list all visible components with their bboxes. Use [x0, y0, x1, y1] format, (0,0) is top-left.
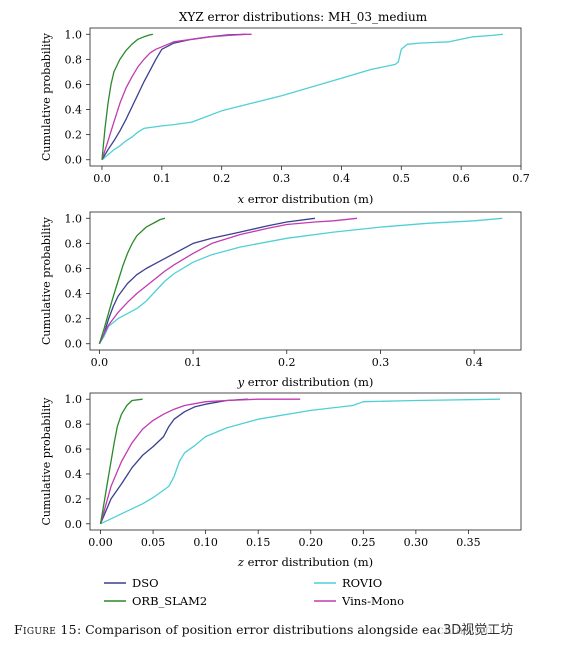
x-tick-label: 0.3 [372, 356, 390, 369]
y-tick-label: 0.2 [65, 313, 83, 326]
caption-text: : Comparison of position error distribut… [76, 622, 493, 637]
plot-frame [89, 27, 522, 167]
x-tick-label: 0.2 [278, 356, 296, 369]
x-tick-label: 0.25 [351, 536, 376, 549]
series-line-orb-slam2 [98, 217, 166, 344]
x-axis-label: y error distribution (m) [237, 375, 374, 389]
x-tick-label: 0.4 [465, 356, 483, 369]
y-tick-label: 0.4 [65, 104, 83, 117]
x-axis-text: error distribution (m) [244, 192, 373, 206]
x-tick-label: 0.7 [512, 172, 530, 185]
y-tick-label: 0.6 [65, 443, 83, 456]
x-axis-text: error distribution (m) [244, 555, 373, 569]
x-tick-label: 0.2 [213, 172, 231, 185]
x-tick-label: 0.15 [246, 536, 271, 549]
legend-label-rovio: ROVIO [342, 576, 382, 590]
panel-z: 0.0 0.2 0.4 0.6 0.8 1.0 0.00 0.05 0.10 0.15 0.20 0.… [40, 392, 522, 569]
series-line-rovio [98, 217, 503, 345]
y-tick-label: 0.8 [65, 237, 83, 250]
x-tick-label: 0.30 [404, 536, 429, 549]
x-axis-variable: y [237, 375, 245, 389]
x-tick-label: 0.0 [93, 172, 111, 185]
figure-caption: Figure 15: Comparison of position error … [14, 622, 554, 637]
y-tick-label: 0.0 [65, 154, 83, 167]
panel-y: 0.0 0.2 0.4 0.6 0.8 1.0 0.0 0.1 0.2 0.3 0.4 Cumulat… [40, 211, 522, 389]
plot-frame [89, 211, 522, 351]
x-axis-label: z error distribution (m) [237, 555, 373, 569]
plot-frame [89, 392, 522, 531]
x-tick-label: 0.20 [299, 536, 324, 549]
y-axis-label: Cumulative probability [40, 32, 53, 161]
watermark: 3D视觉工坊 [440, 618, 517, 639]
series-line-dso [99, 398, 248, 525]
chart-svg: XYZ error distributions: MH_03_medium 0.… [40, 10, 530, 608]
panel-x: 0.0 0.2 0.4 0.6 0.8 1.0 0.0 0.1 0.2 0.3 0.4 0.5 0.6 0… [40, 27, 530, 206]
y-tick-label: 1.0 [65, 212, 83, 225]
x-tick-label: 0.6 [452, 172, 470, 185]
x-tick-label: 0.3 [273, 172, 291, 185]
y-tick-label: 0.4 [65, 468, 83, 481]
legend: DSO ROVIO ORB_SLAM2 Vins-Mono [104, 576, 404, 608]
series-line-orb-slam2 [101, 33, 154, 160]
y-tick-label: 0.8 [65, 53, 83, 66]
x-tick-label: 0.00 [88, 536, 113, 549]
x-tick-label: 0.4 [333, 172, 351, 185]
legend-label-vins-mono: Vins-Mono [341, 594, 404, 608]
x-tick-label: 0.10 [193, 536, 218, 549]
y-tick-label: 0.4 [65, 288, 83, 301]
series-line-orb-slam2 [99, 398, 143, 524]
caption-label: Figure 15 [14, 622, 77, 637]
x-tick-label: 0.5 [393, 172, 411, 185]
x-axis-variable: x [238, 192, 245, 206]
y-tick-label: 0.8 [65, 418, 83, 431]
series-line-vins-mono [99, 398, 301, 524]
y-axis-label: Cumulative probability [40, 397, 53, 526]
x-tick-label: 0.05 [141, 536, 166, 549]
legend-label-dso: DSO [132, 576, 159, 590]
y-tick-label: 1.0 [65, 28, 83, 41]
x-tick-label: 0.35 [456, 536, 481, 549]
y-tick-label: 0.2 [65, 493, 83, 506]
panels: 0.00.20.40.60.81.00.0 0.1 0.2 0.3 0.4 0.5 0.6 0… [40, 27, 530, 569]
series-line-rovio [100, 398, 501, 525]
y-tick-label: 0.6 [65, 78, 83, 91]
x-axis-variable: z [237, 555, 245, 569]
series-line-vins-mono [98, 217, 358, 344]
x-tick-label: 0.1 [153, 172, 171, 185]
y-tick-label: 1.0 [65, 393, 83, 406]
x-tick-label: 0.1 [184, 356, 202, 369]
x-axis-label: x error distribution (m) [238, 192, 374, 206]
y-tick-label: 0.6 [65, 262, 83, 275]
chart-title: XYZ error distributions: MH_03_medium [179, 10, 428, 24]
y-tick-label: 0.0 [65, 518, 83, 531]
y-tick-label: 0.0 [65, 338, 83, 351]
series-line-dso [98, 217, 315, 344]
series-line-rovio [101, 33, 504, 161]
series-line-vins-mono [101, 33, 252, 160]
legend-label-orb-slam2: ORB_SLAM2 [132, 594, 207, 608]
y-axis-label: Cumulative probability [40, 216, 53, 345]
x-tick-label: 0.0 [91, 356, 109, 369]
y-tick-label: 0.2 [65, 129, 83, 142]
x-axis-text: error distribution (m) [244, 375, 373, 389]
